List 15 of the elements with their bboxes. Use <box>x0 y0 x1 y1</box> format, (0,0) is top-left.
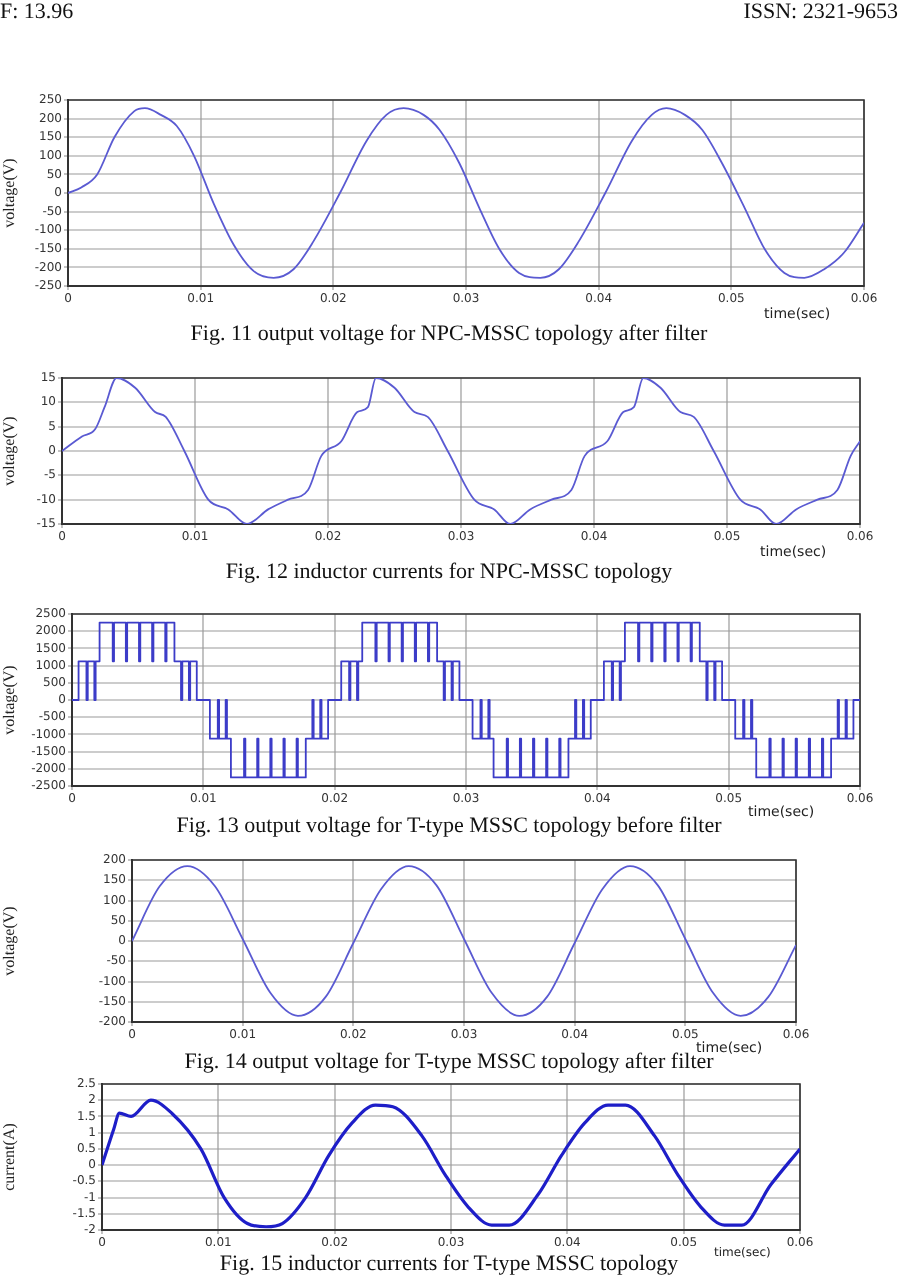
y-axis-title: voltage(V) <box>0 664 18 735</box>
text: Fig. 13 output voltage for T-type MSSC topology before filter <box>176 814 722 838</box>
text: Fig. 12 inductor currents for NPC-MSSC topology <box>223 560 675 584</box>
text: Fig. 15 inductor currents for T-type MSSC topology <box>219 1252 679 1276</box>
text: Fig. 11 output voltage for NPC-MSSC topology after filter <box>188 322 710 346</box>
text: ISSN: 2321-9653 <box>743 0 898 24</box>
y-axis-title: current(A) <box>0 1122 18 1191</box>
y-axis-title: voltage(V) <box>0 157 18 228</box>
text: F: 13.96 <box>0 0 74 24</box>
y-axis-title: voltage(V) <box>0 905 18 976</box>
line-series <box>68 107 864 279</box>
text: Fig. 14 output voltage for T-type MSSC topology after filter <box>182 1050 714 1074</box>
line-series <box>62 378 860 524</box>
y-axis-title: voltage(V) <box>0 415 18 486</box>
line-series <box>132 865 796 1017</box>
